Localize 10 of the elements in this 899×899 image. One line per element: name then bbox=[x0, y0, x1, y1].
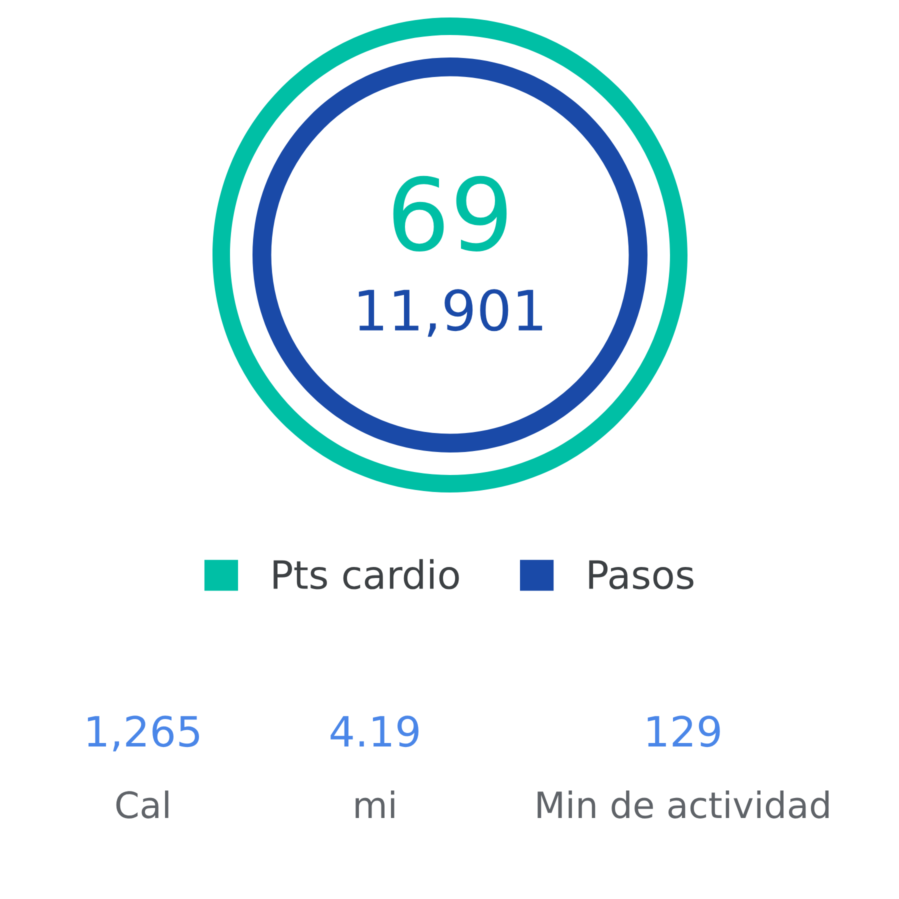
text: 11,901 bbox=[358, 289, 542, 337]
text: 129 bbox=[648, 716, 720, 748]
text: 1,265 bbox=[88, 716, 200, 752]
legend-label: Pts cardio bbox=[274, 559, 459, 590]
text: mi bbox=[356, 790, 394, 818]
text: Min de actividad bbox=[538, 790, 829, 818]
legend-label: Pasos bbox=[589, 560, 694, 590]
text: Cal bbox=[116, 790, 168, 818]
text: 69 bbox=[393, 176, 507, 252]
text: 4.19 bbox=[330, 716, 418, 748]
